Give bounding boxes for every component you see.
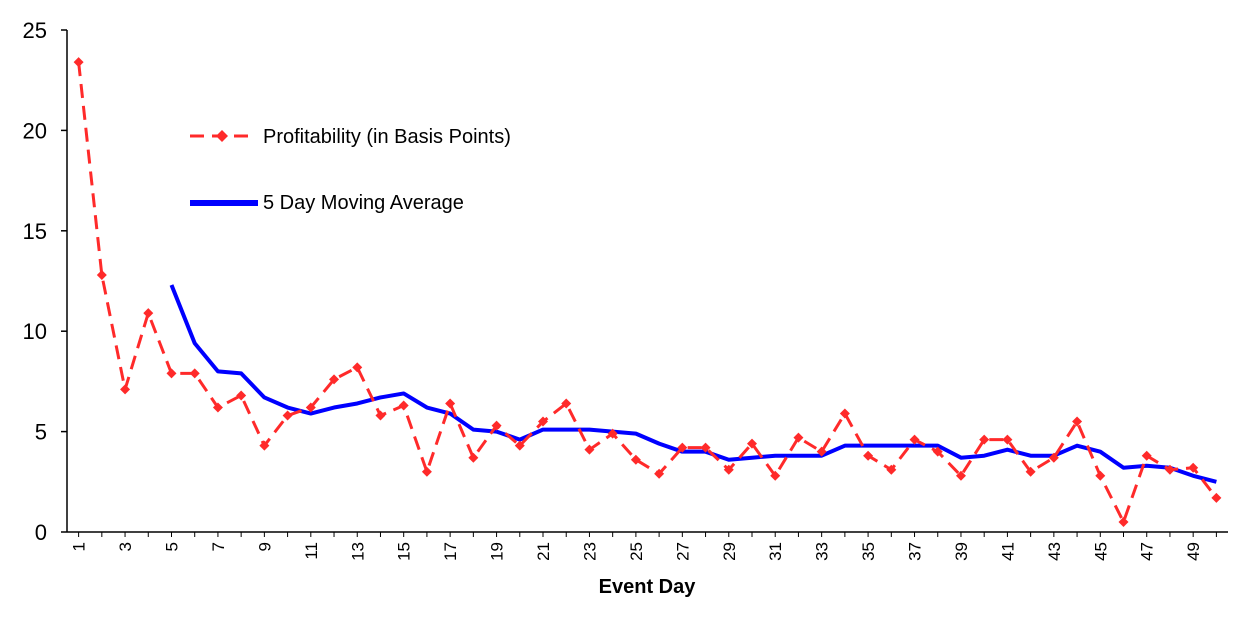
- data-point-profitability: [1002, 434, 1013, 445]
- series-layer: [73, 57, 1222, 527]
- data-point-profitability: [1188, 462, 1199, 473]
- data-point-profitability: [630, 454, 641, 465]
- data-point-profitability: [561, 398, 572, 409]
- data-point-profitability: [793, 432, 804, 443]
- data-point-profitability: [143, 308, 154, 319]
- x-tick-label: 3: [116, 542, 135, 551]
- data-point-profitability: [700, 442, 711, 453]
- x-tick-label: 45: [1091, 542, 1110, 561]
- y-axis-ticks: 0 5 10 15 20 25: [23, 18, 67, 545]
- legend-marker-diamond-icon: [216, 130, 228, 142]
- series-line-moving-average: [169, 284, 1217, 484]
- legend: Profitability (in Basis Points) 5 Day Mo…: [190, 126, 511, 214]
- x-axis-title: Event Day: [599, 576, 697, 598]
- y-tick-label: 25: [23, 18, 47, 43]
- data-point-profitability: [746, 438, 757, 449]
- data-point-profitability: [816, 446, 827, 457]
- x-tick-label: 23: [580, 542, 599, 561]
- data-point-profitability: [886, 464, 897, 475]
- data-point-profitability: [96, 269, 107, 280]
- data-point-profitability: [538, 416, 549, 427]
- data-point-profitability: [491, 420, 502, 431]
- data-point-profitability: [1141, 450, 1152, 461]
- data-point-profitability: [654, 468, 665, 479]
- x-tick-label: 25: [627, 542, 646, 561]
- data-point-profitability: [932, 446, 943, 457]
- x-tick-label: 19: [488, 542, 507, 561]
- x-tick-label: 5: [162, 542, 181, 551]
- x-tick-label: 47: [1138, 542, 1157, 561]
- y-tick-label: 0: [35, 520, 47, 545]
- data-point-profitability: [1118, 516, 1129, 527]
- data-point-profitability: [468, 452, 479, 463]
- data-point-profitability: [1072, 416, 1083, 427]
- y-tick-label: 15: [23, 219, 47, 244]
- data-point-profitability: [863, 450, 874, 461]
- x-tick-label: 35: [859, 542, 878, 561]
- legend-item-moving-average: 5 Day Moving Average: [190, 192, 464, 214]
- data-point-profitability: [979, 434, 990, 445]
- x-tick-label: 39: [952, 542, 971, 561]
- data-point-profitability: [189, 368, 200, 379]
- data-point-profitability: [723, 464, 734, 475]
- data-point-profitability: [352, 362, 363, 373]
- legend-item-profitability: Profitability (in Basis Points): [190, 126, 511, 148]
- data-point-profitability: [1095, 470, 1106, 481]
- x-tick-label: 15: [395, 542, 414, 561]
- data-point-profitability: [1211, 492, 1222, 503]
- data-point-profitability: [421, 466, 432, 477]
- x-tick-label: 27: [673, 542, 692, 561]
- data-point-profitability: [514, 440, 525, 451]
- data-point-profitability: [607, 428, 618, 439]
- data-point-profitability: [212, 402, 223, 413]
- data-point-profitability: [445, 398, 456, 409]
- x-tick-label: 13: [348, 542, 367, 561]
- x-tick-label: 37: [906, 542, 925, 561]
- data-point-profitability: [584, 444, 595, 455]
- x-axis-ticks: 1 3 5 7 9 11 13 15 17 19 21 23 25 27 29 31 33 35 37 39 41 43 4…: [70, 532, 1217, 561]
- data-point-profitability: [329, 374, 340, 385]
- data-point-profitability: [1025, 466, 1036, 477]
- data-point-profitability: [677, 442, 688, 453]
- data-point-profitability: [259, 440, 270, 451]
- data-point-profitability: [375, 410, 386, 421]
- data-point-profitability: [120, 384, 131, 395]
- data-point-profitability: [839, 408, 850, 419]
- x-tick-label: 11: [302, 542, 321, 560]
- x-tick-label: 17: [441, 542, 460, 561]
- data-point-profitability: [1048, 452, 1059, 463]
- x-tick-label: 1: [70, 542, 89, 551]
- data-point-profitability: [166, 368, 177, 379]
- x-tick-label: 43: [1045, 542, 1064, 561]
- x-tick-label: 21: [534, 542, 553, 561]
- data-point-profitability: [73, 57, 84, 68]
- data-point-profitability: [398, 400, 409, 411]
- x-tick-label: 33: [813, 542, 832, 561]
- data-point-profitability: [955, 470, 966, 481]
- data-point-profitability: [282, 410, 293, 421]
- y-tick-label: 10: [23, 319, 47, 344]
- data-point-profitability: [909, 434, 920, 445]
- x-tick-label: 31: [766, 542, 785, 561]
- data-point-profitability: [236, 390, 247, 401]
- data-point-profitability: [305, 402, 316, 413]
- x-tick-label: 9: [255, 542, 274, 551]
- x-tick-label: 49: [1184, 542, 1203, 561]
- y-tick-label: 20: [23, 118, 47, 143]
- legend-label-moving-average: 5 Day Moving Average: [263, 192, 464, 214]
- data-point-profitability: [770, 470, 781, 481]
- x-tick-label: 29: [720, 542, 739, 561]
- y-tick-label: 5: [35, 420, 47, 445]
- x-tick-label: 41: [998, 542, 1017, 561]
- data-point-profitability: [1164, 464, 1175, 475]
- series-line-profitability: [77, 61, 1218, 526]
- x-tick-label: 7: [209, 542, 228, 551]
- legend-label-profitability: Profitability (in Basis Points): [263, 126, 511, 148]
